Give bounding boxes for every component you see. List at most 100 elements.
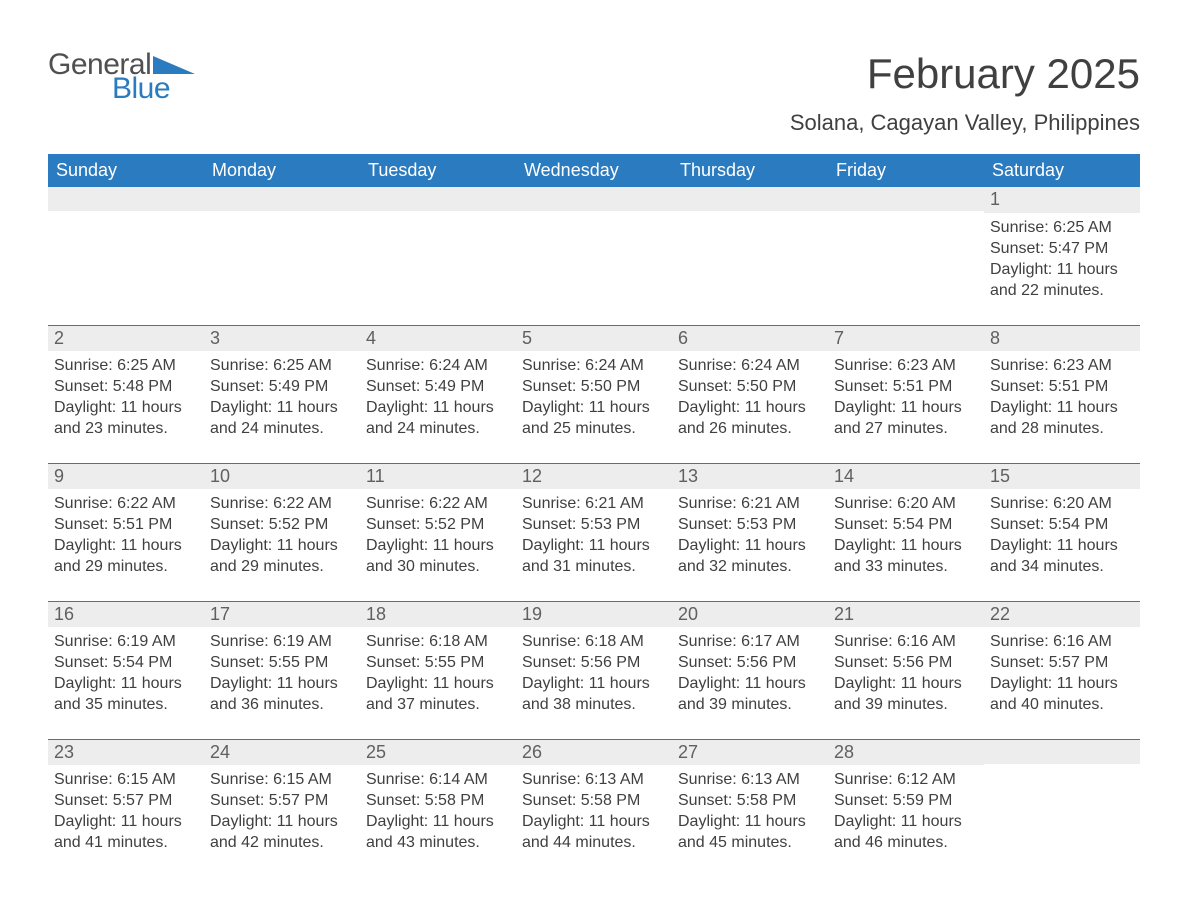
day1-text: Daylight: 11 hours	[990, 397, 1134, 418]
day-details: Sunrise: 6:12 AMSunset: 5:59 PMDaylight:…	[828, 765, 984, 859]
sunset-text: Sunset: 5:50 PM	[678, 376, 822, 397]
day-details: Sunrise: 6:15 AMSunset: 5:57 PMDaylight:…	[204, 765, 360, 859]
weekday-header: Friday	[828, 154, 984, 187]
calendar-cell: 12Sunrise: 6:21 AMSunset: 5:53 PMDayligh…	[516, 463, 672, 601]
sunrise-text: Sunrise: 6:21 AM	[522, 493, 666, 514]
sunrise-text: Sunrise: 6:18 AM	[522, 631, 666, 652]
sunset-text: Sunset: 5:54 PM	[834, 514, 978, 535]
calendar-body: 1Sunrise: 6:25 AMSunset: 5:47 PMDaylight…	[48, 187, 1140, 877]
calendar-cell	[360, 187, 516, 325]
sunset-text: Sunset: 5:57 PM	[54, 790, 198, 811]
sunrise-text: Sunrise: 6:13 AM	[678, 769, 822, 790]
day-number: 17	[204, 602, 360, 628]
day2-text: and 34 minutes.	[990, 556, 1134, 577]
day-number	[516, 187, 672, 211]
sunrise-text: Sunrise: 6:19 AM	[210, 631, 354, 652]
day-number	[984, 740, 1140, 764]
day2-text: and 39 minutes.	[678, 694, 822, 715]
day2-text: and 26 minutes.	[678, 418, 822, 439]
day-number: 27	[672, 740, 828, 766]
day1-text: Daylight: 11 hours	[210, 535, 354, 556]
calendar-cell: 21Sunrise: 6:16 AMSunset: 5:56 PMDayligh…	[828, 601, 984, 739]
weekday-header: Monday	[204, 154, 360, 187]
day1-text: Daylight: 11 hours	[54, 535, 198, 556]
calendar-week-row: 1Sunrise: 6:25 AMSunset: 5:47 PMDaylight…	[48, 187, 1140, 325]
calendar-cell: 4Sunrise: 6:24 AMSunset: 5:49 PMDaylight…	[360, 325, 516, 463]
sunset-text: Sunset: 5:56 PM	[678, 652, 822, 673]
sunset-text: Sunset: 5:49 PM	[366, 376, 510, 397]
weekday-header-row: Sunday Monday Tuesday Wednesday Thursday…	[48, 154, 1140, 187]
sunrise-text: Sunrise: 6:18 AM	[366, 631, 510, 652]
day-number: 9	[48, 464, 204, 490]
calendar-table: Sunday Monday Tuesday Wednesday Thursday…	[48, 154, 1140, 877]
calendar-cell: 8Sunrise: 6:23 AMSunset: 5:51 PMDaylight…	[984, 325, 1140, 463]
sunset-text: Sunset: 5:51 PM	[990, 376, 1134, 397]
calendar-cell: 7Sunrise: 6:23 AMSunset: 5:51 PMDaylight…	[828, 325, 984, 463]
day-details: Sunrise: 6:23 AMSunset: 5:51 PMDaylight:…	[828, 351, 984, 445]
calendar-cell: 23Sunrise: 6:15 AMSunset: 5:57 PMDayligh…	[48, 739, 204, 877]
day-number: 5	[516, 326, 672, 352]
day1-text: Daylight: 11 hours	[990, 259, 1134, 280]
calendar-week-row: 23Sunrise: 6:15 AMSunset: 5:57 PMDayligh…	[48, 739, 1140, 877]
sunrise-text: Sunrise: 6:25 AM	[210, 355, 354, 376]
day1-text: Daylight: 11 hours	[366, 397, 510, 418]
day-details: Sunrise: 6:24 AMSunset: 5:49 PMDaylight:…	[360, 351, 516, 445]
day-number: 3	[204, 326, 360, 352]
day2-text: and 46 minutes.	[834, 832, 978, 853]
weekday-header: Tuesday	[360, 154, 516, 187]
day1-text: Daylight: 11 hours	[522, 811, 666, 832]
calendar-cell: 11Sunrise: 6:22 AMSunset: 5:52 PMDayligh…	[360, 463, 516, 601]
calendar-cell	[516, 187, 672, 325]
sunset-text: Sunset: 5:53 PM	[522, 514, 666, 535]
calendar-cell: 1Sunrise: 6:25 AMSunset: 5:47 PMDaylight…	[984, 187, 1140, 325]
day-details: Sunrise: 6:22 AMSunset: 5:52 PMDaylight:…	[360, 489, 516, 583]
day-number: 6	[672, 326, 828, 352]
day-details: Sunrise: 6:16 AMSunset: 5:57 PMDaylight:…	[984, 627, 1140, 721]
day1-text: Daylight: 11 hours	[834, 673, 978, 694]
calendar-cell: 5Sunrise: 6:24 AMSunset: 5:50 PMDaylight…	[516, 325, 672, 463]
day-number: 4	[360, 326, 516, 352]
day1-text: Daylight: 11 hours	[210, 811, 354, 832]
weekday-header: Sunday	[48, 154, 204, 187]
day2-text: and 22 minutes.	[990, 280, 1134, 301]
day2-text: and 28 minutes.	[990, 418, 1134, 439]
day-details: Sunrise: 6:24 AMSunset: 5:50 PMDaylight:…	[672, 351, 828, 445]
calendar-cell: 20Sunrise: 6:17 AMSunset: 5:56 PMDayligh…	[672, 601, 828, 739]
day-number	[48, 187, 204, 211]
day1-text: Daylight: 11 hours	[54, 397, 198, 418]
sunrise-text: Sunrise: 6:24 AM	[522, 355, 666, 376]
sunrise-text: Sunrise: 6:14 AM	[366, 769, 510, 790]
sunrise-text: Sunrise: 6:22 AM	[210, 493, 354, 514]
day1-text: Daylight: 11 hours	[678, 811, 822, 832]
calendar-cell	[48, 187, 204, 325]
sunset-text: Sunset: 5:51 PM	[54, 514, 198, 535]
calendar-cell	[204, 187, 360, 325]
day2-text: and 42 minutes.	[210, 832, 354, 853]
sunset-text: Sunset: 5:52 PM	[210, 514, 354, 535]
sunset-text: Sunset: 5:56 PM	[834, 652, 978, 673]
day2-text: and 40 minutes.	[990, 694, 1134, 715]
day2-text: and 24 minutes.	[210, 418, 354, 439]
sunrise-text: Sunrise: 6:20 AM	[990, 493, 1134, 514]
day-number: 22	[984, 602, 1140, 628]
day-number: 13	[672, 464, 828, 490]
day2-text: and 33 minutes.	[834, 556, 978, 577]
calendar-cell: 17Sunrise: 6:19 AMSunset: 5:55 PMDayligh…	[204, 601, 360, 739]
day-details: Sunrise: 6:23 AMSunset: 5:51 PMDaylight:…	[984, 351, 1140, 445]
day-number	[672, 187, 828, 211]
day-number	[828, 187, 984, 211]
day1-text: Daylight: 11 hours	[54, 811, 198, 832]
brand-logo: General Blue	[48, 50, 195, 104]
sunrise-text: Sunrise: 6:24 AM	[678, 355, 822, 376]
sunrise-text: Sunrise: 6:15 AM	[54, 769, 198, 790]
calendar-cell	[828, 187, 984, 325]
day-number: 26	[516, 740, 672, 766]
day1-text: Daylight: 11 hours	[678, 397, 822, 418]
day-details: Sunrise: 6:21 AMSunset: 5:53 PMDaylight:…	[672, 489, 828, 583]
day-number: 19	[516, 602, 672, 628]
sunrise-text: Sunrise: 6:23 AM	[990, 355, 1134, 376]
calendar-cell: 15Sunrise: 6:20 AMSunset: 5:54 PMDayligh…	[984, 463, 1140, 601]
calendar-cell: 10Sunrise: 6:22 AMSunset: 5:52 PMDayligh…	[204, 463, 360, 601]
day-number	[360, 187, 516, 211]
day2-text: and 37 minutes.	[366, 694, 510, 715]
